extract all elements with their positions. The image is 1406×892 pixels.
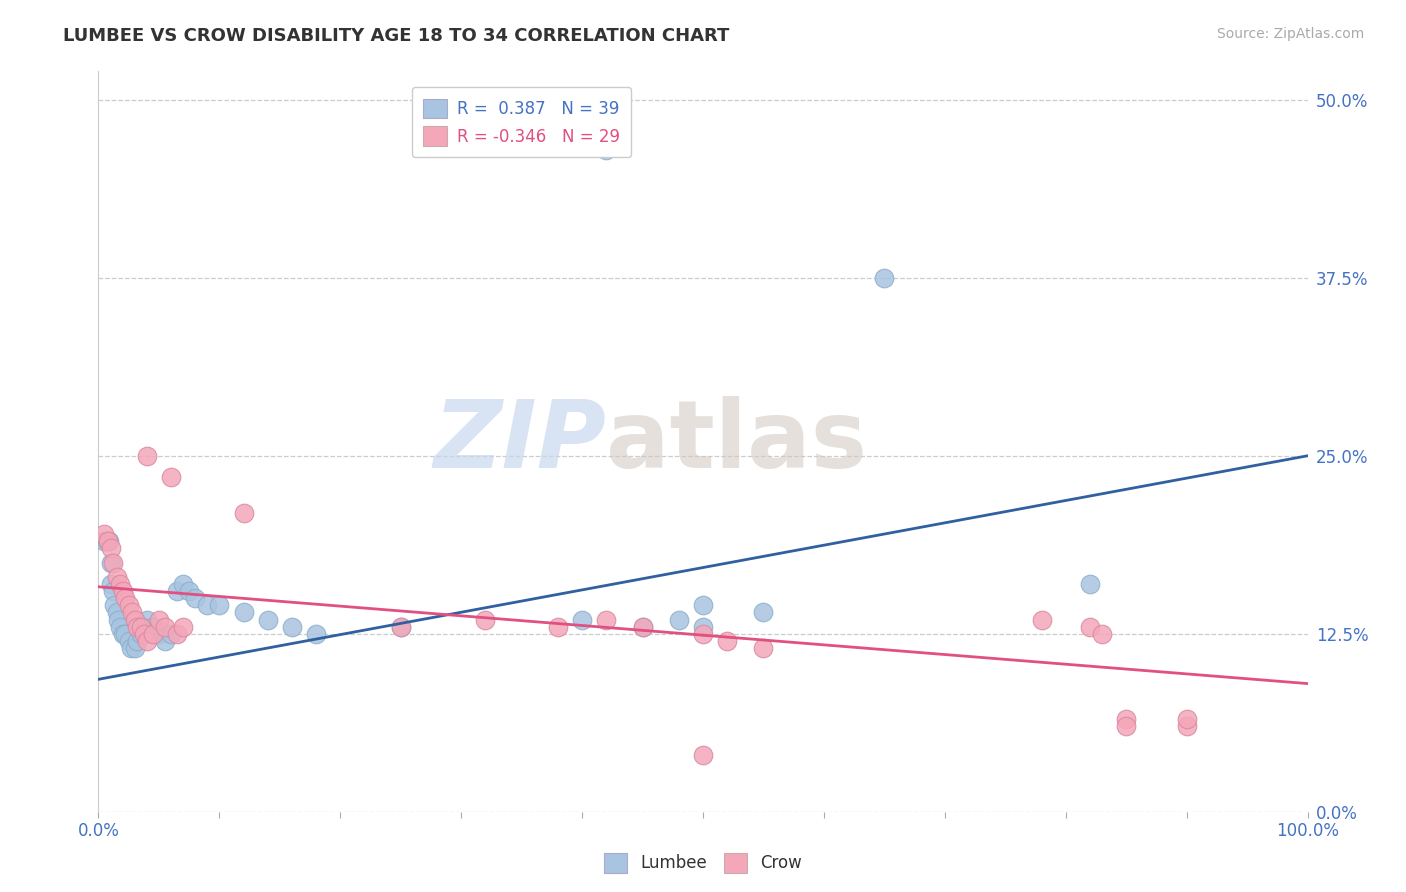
Point: [281, 619, 304, 633]
Point: [135, 449, 157, 463]
Point: [107, 613, 129, 627]
Point: [595, 143, 617, 157]
Point: [153, 633, 176, 648]
Point: [108, 619, 131, 633]
Point: [93, 534, 115, 549]
Point: [208, 599, 231, 613]
Point: [101, 584, 124, 599]
Point: [232, 606, 254, 620]
Text: Source: ZipAtlas.com: Source: ZipAtlas.com: [1216, 27, 1364, 41]
Point: [114, 626, 136, 640]
Point: [135, 613, 157, 627]
Point: [129, 626, 152, 640]
Point: [692, 747, 714, 762]
Point: [668, 613, 690, 627]
Point: [172, 619, 194, 633]
Point: [105, 570, 128, 584]
Point: [184, 591, 207, 606]
Legend: R =  0.387   N = 39, R = -0.346   N = 29: R = 0.387 N = 39, R = -0.346 N = 29: [412, 87, 631, 157]
Point: [153, 619, 176, 633]
Point: [716, 633, 738, 648]
Point: [692, 619, 714, 633]
Point: [135, 633, 157, 648]
Point: [134, 619, 156, 633]
Point: [108, 577, 131, 591]
Point: [389, 619, 412, 633]
Point: [148, 613, 170, 627]
Point: [873, 270, 896, 285]
Point: [111, 584, 134, 599]
Point: [1175, 719, 1198, 733]
Point: [148, 626, 170, 640]
Point: [752, 606, 775, 620]
Point: [101, 556, 124, 570]
Point: [124, 613, 146, 627]
Point: [111, 626, 134, 640]
Point: [195, 599, 218, 613]
Point: [166, 584, 188, 599]
Point: [105, 606, 128, 620]
Point: [305, 626, 328, 640]
Point: [120, 640, 142, 655]
Point: [124, 640, 146, 655]
Point: [232, 506, 254, 520]
Point: [121, 606, 143, 620]
Point: [631, 619, 654, 633]
Point: [1115, 712, 1137, 726]
Point: [692, 626, 714, 640]
Point: [98, 534, 121, 549]
Point: [1078, 619, 1101, 633]
Point: [256, 613, 278, 627]
Point: [631, 619, 654, 633]
Point: [142, 626, 165, 640]
Point: [692, 599, 714, 613]
Point: [474, 613, 496, 627]
Legend: Lumbee, Crow: Lumbee, Crow: [598, 847, 808, 880]
Point: [103, 599, 125, 613]
Point: [752, 640, 775, 655]
Point: [160, 470, 183, 484]
Point: [179, 584, 201, 599]
Point: [97, 534, 120, 549]
Point: [389, 619, 412, 633]
Point: [100, 556, 122, 570]
Point: [129, 619, 152, 633]
Point: [142, 619, 165, 633]
Point: [114, 591, 136, 606]
Point: [118, 599, 141, 613]
Point: [118, 633, 141, 648]
Point: [96, 534, 118, 549]
Point: [100, 577, 122, 591]
Point: [1031, 613, 1053, 627]
Text: ZIP: ZIP: [433, 395, 606, 488]
Point: [166, 626, 188, 640]
Text: atlas: atlas: [606, 395, 868, 488]
Point: [1175, 712, 1198, 726]
Point: [547, 619, 569, 633]
Point: [127, 619, 149, 633]
Point: [172, 577, 194, 591]
Point: [1078, 577, 1101, 591]
Point: [127, 633, 149, 648]
Point: [160, 626, 183, 640]
Point: [93, 527, 115, 541]
Point: [1115, 719, 1137, 733]
Point: [1091, 626, 1114, 640]
Point: [571, 613, 593, 627]
Point: [100, 541, 122, 556]
Point: [134, 626, 156, 640]
Text: LUMBEE VS CROW DISABILITY AGE 18 TO 34 CORRELATION CHART: LUMBEE VS CROW DISABILITY AGE 18 TO 34 C…: [63, 27, 730, 45]
Point: [595, 613, 617, 627]
